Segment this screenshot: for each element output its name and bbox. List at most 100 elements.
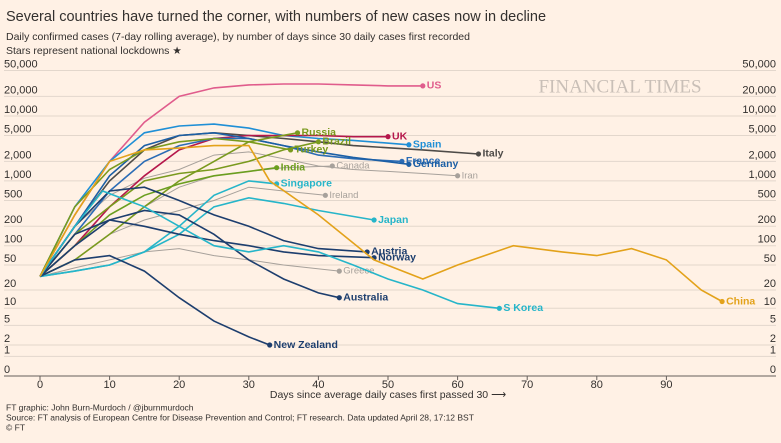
series-label: Norway [378,251,416,263]
subtitle: Daily confirmed cases (7-day rolling ave… [6,31,470,43]
y-tick-label: 5 [770,313,776,325]
series-label: Australia [343,291,388,303]
y-tick-label: 1 [770,344,776,356]
end-point [496,305,502,311]
series-label: Italy [482,148,503,160]
y-tick-label: 2 [4,333,10,345]
series-label: Ireland [329,190,358,201]
series-line [39,141,319,277]
series-label: Brazil [322,136,351,148]
y-tick-label: 5,000 [4,123,32,135]
series-label: China [726,295,755,307]
series-label: Turkey [295,144,329,156]
y-tick-label: 500 [758,188,776,200]
series-line [39,131,409,277]
y-tick-label: 10,000 [742,104,776,116]
series-label: Spain [413,139,442,151]
series-line [39,144,723,303]
end-point [294,130,301,136]
series-label: New Zealand [274,339,338,351]
end-point [315,139,321,145]
series-line [39,254,270,346]
x-tick-label: 90 [660,379,672,391]
watermark: FINANCIAL TIMES [538,76,701,97]
series-label: Japan [378,214,408,226]
end-point [719,298,725,305]
y-tick-label: 0 [4,364,10,376]
series-label: Germany [413,158,459,170]
footer: Source: FT analysis of European Centre f… [6,412,474,422]
series-label: India [281,161,306,173]
y-tick-label: 10 [764,296,776,308]
series-label: Austria [371,246,407,258]
subtitle: Stars represent national lockdowns ★ [6,45,182,57]
y-tick-label: 20,000 [4,84,38,96]
y-tick-label: 50 [4,253,16,265]
end-point [455,173,461,179]
series-label: Iran [462,170,478,181]
end-point [322,192,328,198]
y-tick-label: 10 [4,296,16,308]
y-tick-label: 1 [4,344,10,356]
end-point [420,83,426,89]
y-tick-label: 200 [758,214,776,226]
series-line [39,209,340,299]
chart-title: Several countries have turned the corner… [6,9,546,25]
y-tick-label: 1,000 [748,169,776,181]
series-line [39,131,479,277]
y-tick-label: 2,000 [4,149,32,161]
y-tick-label: 10,000 [4,104,38,116]
x-tick-label: 0 [37,379,43,391]
y-tick-label: 5 [4,313,10,325]
series-label: Singapore [281,178,333,190]
y-tick-label: 50 [764,253,776,265]
x-tick-label: 70 [521,379,533,391]
series-line [39,180,277,278]
series-line [39,151,458,277]
y-tick-label: 100 [4,234,22,246]
series-line [39,248,340,277]
series-label: Canada [336,160,370,171]
end-point [385,134,391,140]
x-tick-label: 20 [173,379,185,391]
series-line [39,219,375,277]
y-tick-label: 200 [4,214,22,226]
x-tick-label: 80 [591,379,603,391]
end-point [274,165,280,171]
series-line [39,123,409,277]
series-label: S Korea [503,302,543,314]
end-point [406,142,412,148]
y-tick-label: 100 [758,234,776,246]
footer: © FT [6,422,25,432]
x-tick-label: 50 [382,379,394,391]
end-point [336,295,342,301]
y-tick-label: 20 [764,278,776,290]
x-tick-label: 60 [451,379,463,391]
y-tick-label: 1,000 [4,169,32,181]
y-tick-label: 0 [770,364,776,376]
y-tick-label: 50,000 [4,58,38,70]
y-tick-label: 500 [4,188,22,200]
series-label: UK [392,130,408,142]
end-point [336,268,342,274]
y-tick-label: 20 [4,278,16,290]
series-line [39,196,375,278]
series-label: Greece [343,266,374,277]
x-tick-label: 30 [243,379,255,391]
series-label: France [406,155,441,167]
x-tick-label: 10 [103,379,115,391]
y-tick-label: 20,000 [742,84,776,96]
end-point [371,217,377,223]
end-point [406,161,412,167]
series-line [39,137,291,277]
y-tick-label: 2,000 [748,149,776,161]
end-point [475,151,482,157]
x-tick-label: 40 [312,379,324,391]
x-axis-label: Days since average daily cases first pas… [270,389,507,401]
series-label: Russia [302,127,337,139]
end-point [267,342,273,348]
series-line [39,190,500,310]
series-line [39,186,368,277]
y-tick-label: 50,000 [742,58,776,70]
